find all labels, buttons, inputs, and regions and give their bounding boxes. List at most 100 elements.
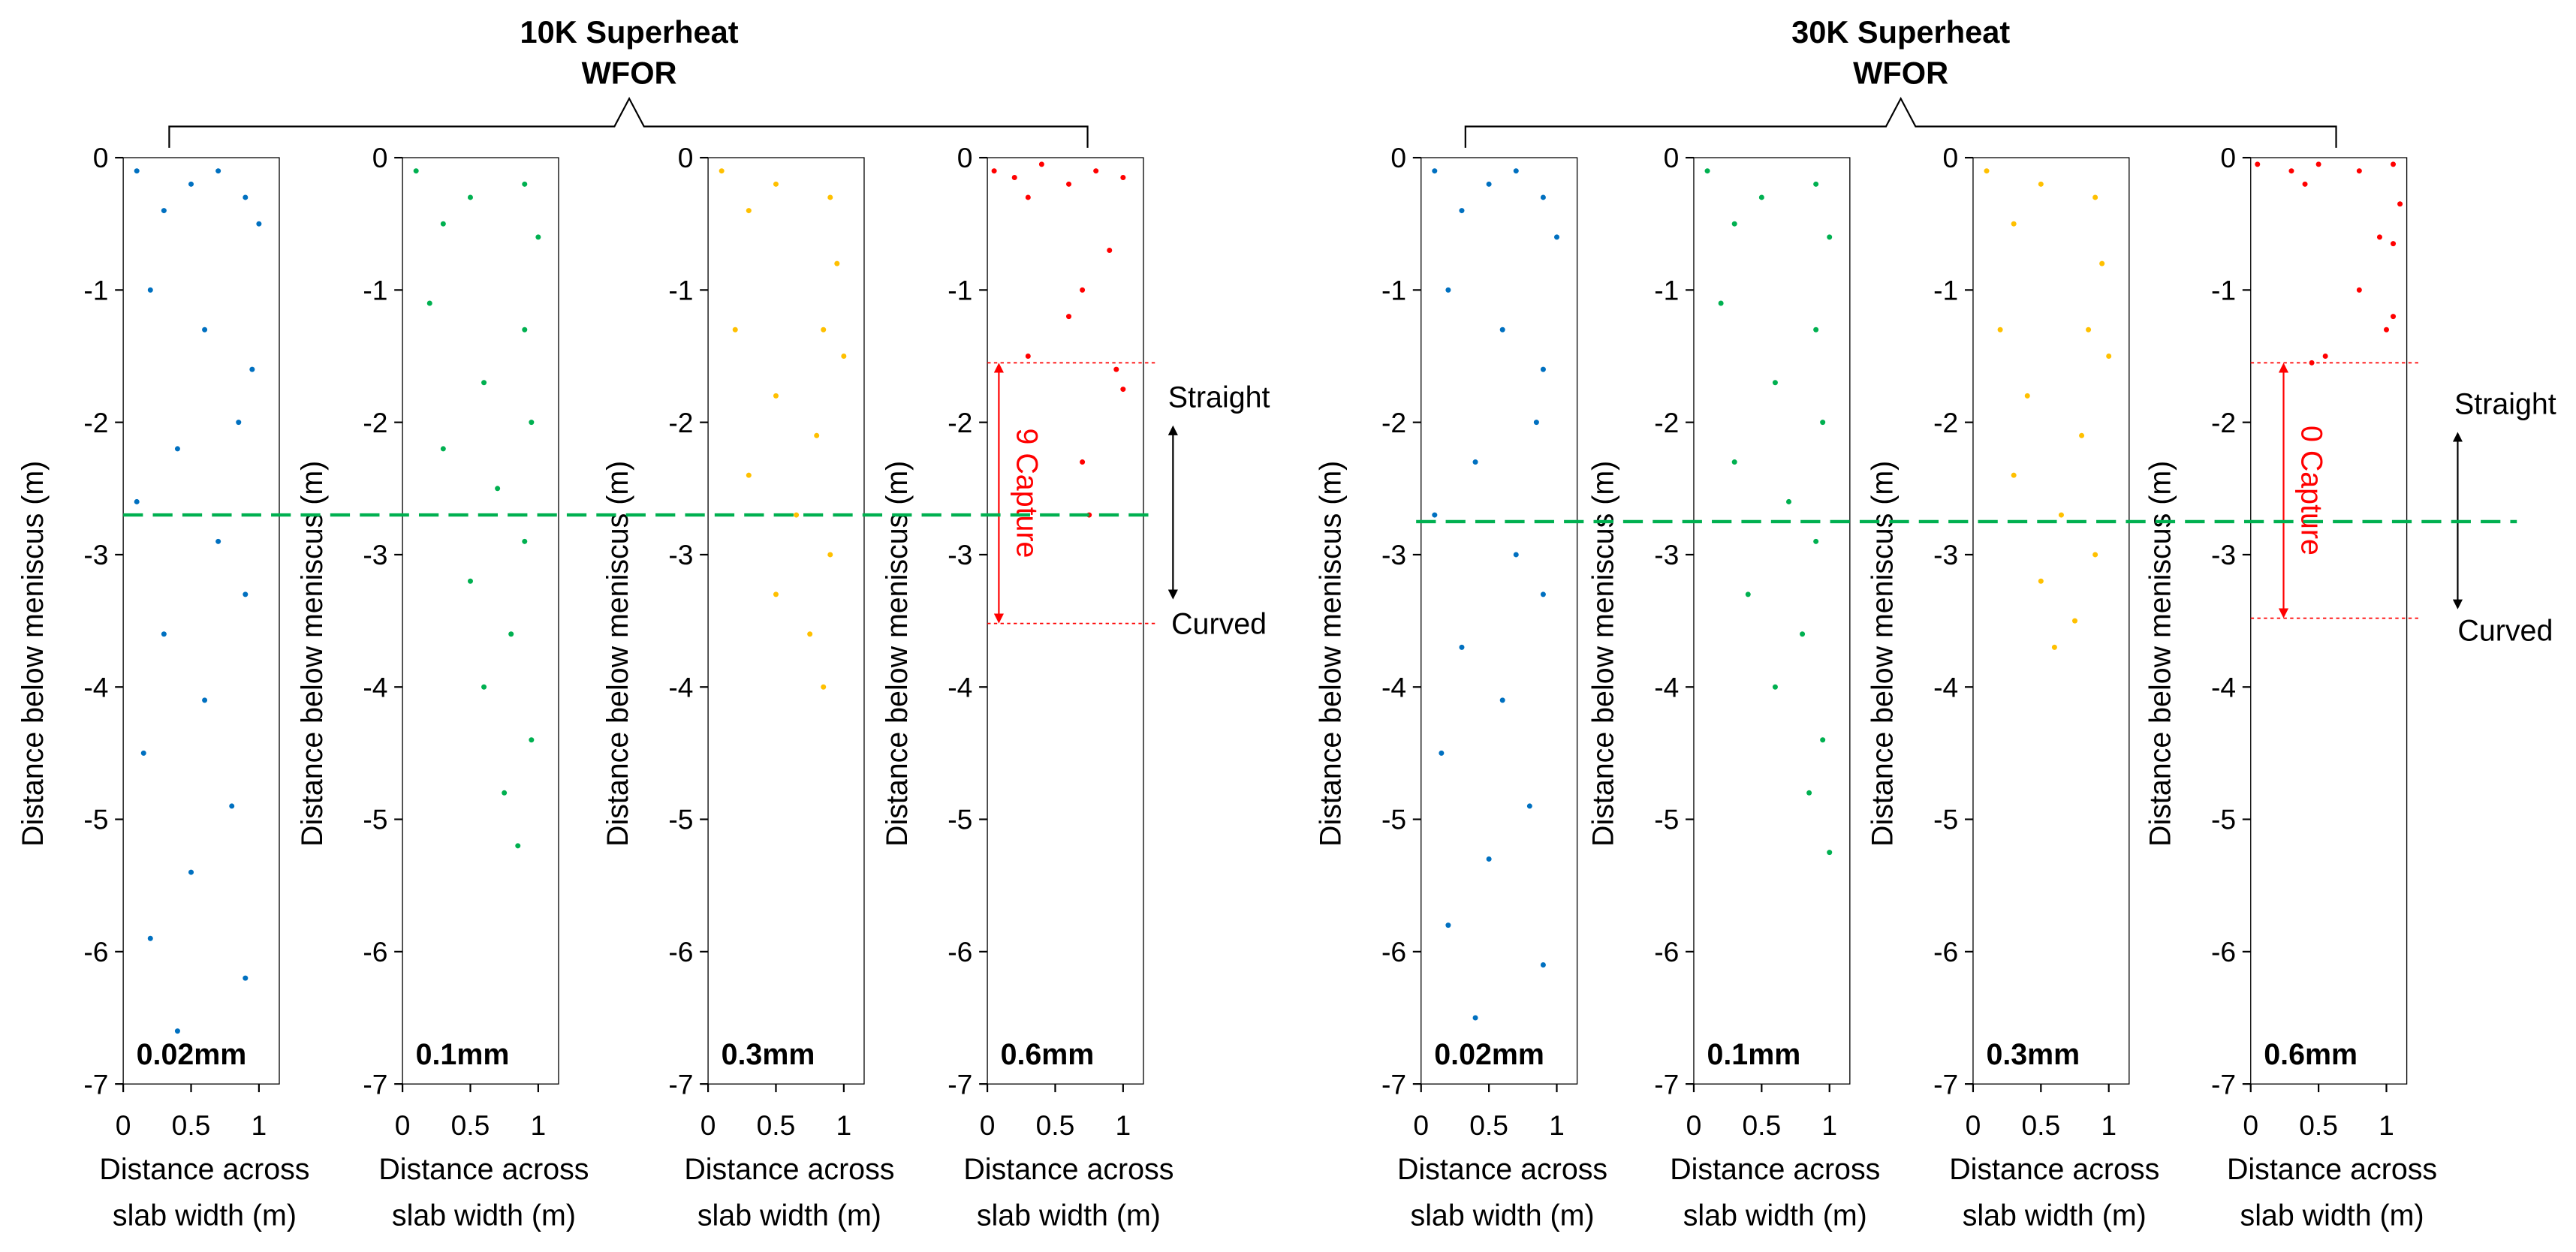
y-tick-label: -3 [668, 539, 693, 570]
y-tick-label: -6 [2211, 936, 2236, 968]
y-tick-label: -6 [1654, 936, 1679, 968]
y-axis-label: Distance below meniscus (m) [2144, 461, 2177, 847]
y-tick-label: -5 [668, 804, 693, 835]
plot-frame [122, 157, 280, 1085]
point [1540, 194, 1546, 200]
x-axis-label: slab width (m) [977, 1199, 1161, 1232]
point [2376, 234, 2382, 240]
panel-label: 0.6mm [2264, 1038, 2358, 1071]
point [1439, 750, 1445, 756]
capture-label: 0 Capture [2295, 426, 2328, 555]
x-tick-label: 0 [980, 1109, 996, 1141]
point [1459, 208, 1465, 214]
point [1785, 498, 1791, 504]
point [426, 300, 432, 306]
point [1813, 538, 1819, 544]
point [773, 393, 779, 399]
y-tick-label: -3 [363, 539, 387, 570]
point [188, 181, 194, 187]
x-tick-label: 1 [252, 1109, 267, 1141]
point [2058, 512, 2064, 518]
point [1499, 697, 1505, 703]
point [1540, 366, 1546, 372]
y-tick-label: -7 [948, 1068, 972, 1100]
point [841, 354, 847, 360]
y-tick-label: -1 [2211, 274, 2236, 305]
point [2315, 161, 2321, 167]
y-tick-label: -6 [948, 936, 972, 968]
point [147, 287, 153, 293]
point [1540, 962, 1546, 968]
curved-label: Curved [1171, 608, 1267, 641]
point [495, 486, 501, 492]
x-axis-label: Distance across [99, 1153, 309, 1186]
point [2322, 354, 2328, 360]
y-tick-label: 0 [1943, 142, 1959, 173]
point [746, 472, 752, 478]
y-tick-label: -4 [1933, 671, 1958, 703]
x-tick-label: 1 [531, 1109, 547, 1141]
bracket [1464, 96, 2337, 148]
panel-label: 0.1mm [416, 1038, 510, 1071]
y-tick-label: -6 [1933, 936, 1958, 968]
point [2092, 194, 2098, 200]
curved-label: Curved [2457, 614, 2553, 647]
y-tick-label: -7 [363, 1068, 387, 1100]
point [2356, 168, 2362, 174]
point [2302, 181, 2308, 187]
point [147, 935, 153, 941]
point [1513, 552, 1519, 558]
y-tick-label: -5 [1654, 804, 1679, 835]
point [773, 181, 779, 187]
y-tick-label: -2 [83, 407, 108, 438]
x-tick-label: 1 [836, 1109, 852, 1141]
x-tick-label: 0 [700, 1109, 716, 1141]
point [1038, 161, 1044, 167]
point [1540, 591, 1546, 597]
point [719, 168, 725, 174]
point [243, 591, 249, 597]
point [161, 631, 167, 637]
point [821, 327, 827, 333]
point [1772, 684, 1778, 690]
y-tick-label: -7 [83, 1068, 108, 1100]
point [1120, 175, 1126, 181]
y-tick-label: -3 [1381, 539, 1406, 570]
x-tick-label: 1 [1821, 1109, 1837, 1141]
x-axis-label: Distance across [1949, 1153, 2159, 1186]
point [535, 234, 541, 240]
x-tick-label: 0.5 [172, 1109, 211, 1141]
y-tick-label: -5 [948, 804, 972, 835]
point [1806, 790, 1812, 796]
x-tick-label: 0 [116, 1109, 131, 1141]
point [529, 737, 535, 743]
x-axis-label: Distance across [1670, 1153, 1880, 1186]
point [2106, 354, 2112, 360]
point [522, 327, 528, 333]
point [2079, 432, 2085, 438]
x-axis-label: Distance across [684, 1153, 894, 1186]
point [215, 168, 221, 174]
point [2391, 161, 2397, 167]
y-tick-label: -3 [948, 539, 972, 570]
y-tick-label: -4 [2211, 671, 2236, 703]
x-axis-label: Distance across [963, 1153, 1174, 1186]
point [2288, 168, 2294, 174]
x-tick-label: 0 [395, 1109, 411, 1141]
x-tick-label: 0.5 [1469, 1109, 1508, 1141]
point [2391, 314, 2397, 320]
point [2356, 287, 2362, 293]
point [1080, 287, 1086, 293]
point [2383, 327, 2389, 333]
point [1827, 234, 1833, 240]
point [1533, 420, 1539, 426]
point [515, 843, 521, 849]
point [1499, 327, 1505, 333]
point [440, 221, 446, 227]
x-tick-label: 0.5 [1036, 1109, 1075, 1141]
y-tick-label: -5 [2211, 804, 2236, 835]
point [827, 194, 833, 200]
panel-label: 0.3mm [1986, 1038, 2080, 1071]
point [1445, 287, 1451, 293]
